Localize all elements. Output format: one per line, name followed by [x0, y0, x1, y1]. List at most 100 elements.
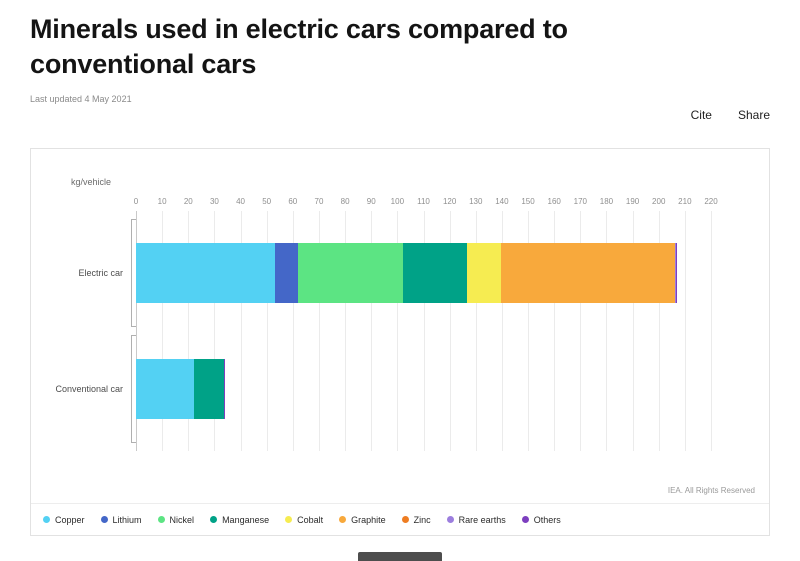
tick-label: 100 [390, 197, 405, 206]
tick-label: 160 [547, 197, 561, 206]
tick-label: 130 [469, 197, 483, 206]
legend-dot [157, 516, 165, 523]
action-links: Cite Share [691, 108, 770, 122]
header: Minerals used in electric cars compared … [30, 12, 590, 104]
legend-item-zinc[interactable]: Zinc [401, 514, 431, 525]
legend-item-others[interactable]: Others [521, 514, 561, 525]
legend-label: Copper [55, 514, 85, 525]
tick-label: 190 [625, 197, 640, 206]
plot-area: Electric car Conventional car [55, 211, 712, 451]
tick-label: 0 [133, 197, 139, 206]
tick-label: 10 [157, 197, 167, 206]
legend-label: Zinc [413, 514, 431, 525]
tick-label: 70 [314, 197, 324, 206]
bar-segment-nickel[interactable] [298, 243, 403, 303]
legend-label: Rare earths [458, 514, 506, 525]
gridlines [136, 211, 712, 451]
share-link[interactable]: Share [737, 108, 770, 122]
gridline [318, 211, 320, 451]
bar-segment-rare-earths[interactable] [674, 243, 677, 303]
gridline [501, 211, 503, 451]
legend-item-nickel[interactable]: Nickel [157, 514, 195, 525]
tick-label: 150 [521, 197, 535, 206]
bar-row: Electric car [78, 219, 711, 327]
legend-item-cobalt[interactable]: Cobalt [285, 515, 323, 525]
bottom-bar [358, 552, 442, 561]
stacked-bar[interactable] [136, 359, 711, 419]
gridline [658, 211, 660, 451]
category-label: Electric car [78, 268, 123, 278]
gridline [554, 211, 556, 451]
legend-dot [285, 516, 293, 523]
bar-segment-graphite[interactable] [501, 243, 675, 303]
stacked-bar[interactable] [136, 243, 711, 303]
gridline [371, 211, 373, 451]
bar-rows: Electric car Conventional car [55, 219, 711, 443]
tick-label: 90 [366, 197, 376, 206]
copyright-note: IEA. All Rights Reserved [667, 486, 755, 495]
gridline [632, 211, 634, 451]
gridline [449, 211, 451, 451]
gridline [475, 211, 477, 451]
tick-label: 180 [599, 197, 614, 206]
tick-label: 210 [678, 197, 692, 206]
legend-item-rare-earths[interactable]: Rare earths [446, 514, 506, 525]
tick-label: 60 [288, 197, 298, 206]
bar-segment-cobalt[interactable] [466, 243, 502, 303]
tick-label: 20 [183, 197, 193, 206]
category-label: Conventional car [55, 384, 123, 394]
legend-label: Graphite [351, 514, 386, 525]
legend-dot [339, 516, 347, 523]
gridline [711, 211, 712, 451]
y-axis-line [136, 211, 137, 451]
gridline [528, 211, 530, 451]
legend-label: Nickel [169, 514, 195, 525]
legend-label: Lithium [112, 514, 142, 525]
gridline [345, 211, 347, 451]
legend-dot [521, 516, 529, 523]
legend-label: Manganese [222, 514, 270, 525]
gridline [162, 211, 164, 451]
legend-dot [210, 516, 218, 523]
bar-segment-copper[interactable] [136, 243, 276, 303]
tick-label: 120 [442, 197, 457, 206]
legend-label: Others [533, 514, 561, 525]
legend-label: Cobalt [297, 514, 324, 525]
legend: Copper Lithium Nickel Manganese Cobalt Graphi… [31, 503, 769, 535]
gridline [423, 211, 425, 451]
bar-segment-manganese[interactable] [194, 359, 224, 419]
legend-item-copper[interactable]: Copper [43, 515, 85, 525]
gridline [684, 211, 686, 451]
bar-row: Conventional car [55, 335, 711, 443]
gridline [266, 211, 268, 451]
last-updated: Last updated 4 May 2021 [30, 94, 132, 105]
cite-link[interactable]: Cite [690, 108, 712, 122]
gridline [397, 211, 399, 451]
tick-label: 50 [262, 197, 272, 206]
legend-item-lithium[interactable]: Lithium [100, 514, 142, 525]
legend-item-manganese[interactable]: Manganese [210, 515, 269, 525]
gridline [214, 211, 216, 451]
legend-dot [446, 516, 454, 523]
axis-bracket [131, 335, 136, 443]
gridline [188, 211, 190, 451]
tick-label: 220 [704, 197, 718, 206]
x-axis-ticks: 0 10 20 30 40 50 60 70 80 90 100 110 120 130 140 150 160… [133, 195, 718, 211]
gridline [292, 211, 294, 451]
tick-label: 40 [236, 197, 245, 206]
legend-dot [43, 516, 50, 523]
legend-dot [100, 516, 108, 523]
tick-label: 30 [209, 197, 219, 206]
bar-segment-others[interactable] [676, 243, 677, 303]
axis-bracket [131, 219, 136, 327]
bar-segment-others[interactable] [223, 359, 225, 419]
legend-item-graphite[interactable]: Graphite [339, 515, 386, 525]
tick-label: 170 [573, 197, 587, 206]
bar-segment-manganese[interactable] [402, 243, 467, 303]
bar-segment-copper[interactable] [136, 359, 195, 419]
tick-label: 140 [495, 197, 509, 206]
axis-unit-label: kg/vehicle [71, 177, 112, 187]
tick-label: 80 [340, 197, 350, 206]
bar-segment-lithium[interactable] [275, 243, 299, 303]
